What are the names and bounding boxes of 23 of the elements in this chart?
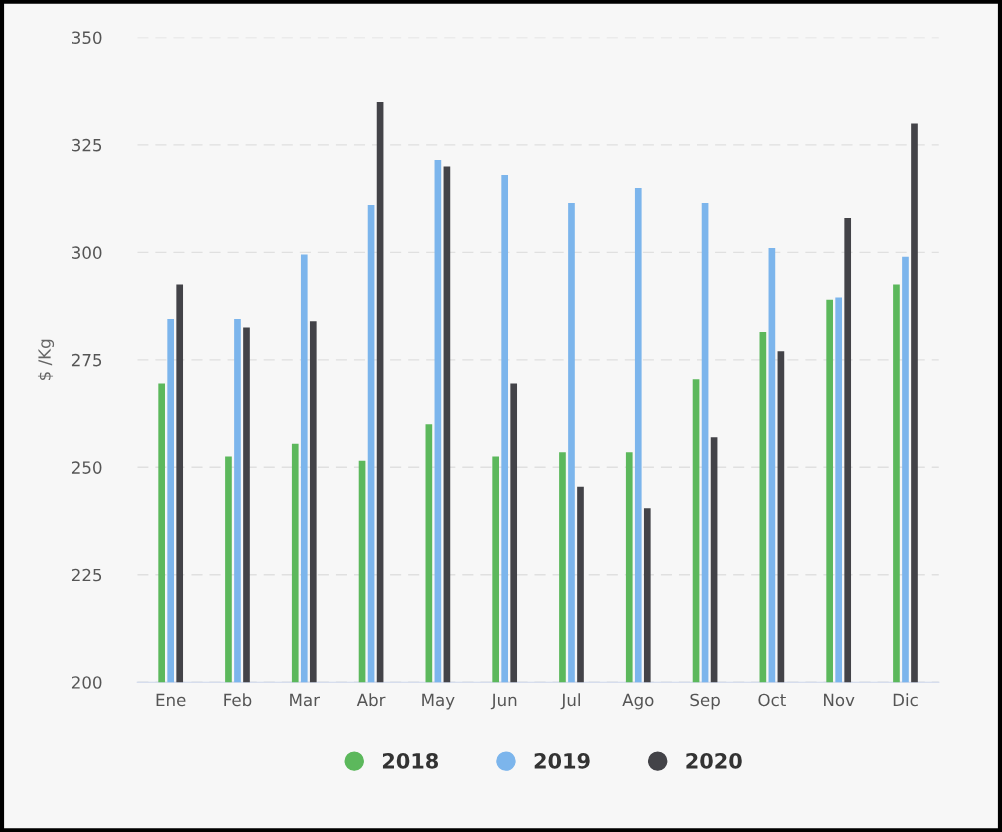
y-tick-label: 250 [71, 461, 102, 474]
x-tick-label: Oct [758, 693, 786, 707]
x-tick-label: Abr [356, 693, 386, 707]
y-axis-title: $ /Kg [37, 339, 55, 380]
legend-label: 2020 [686, 752, 742, 769]
y-tick-label: 275 [71, 353, 102, 367]
x-tick-label: Sep [690, 693, 720, 710]
x-tick-label: Ene [156, 693, 186, 707]
x-tick-label: Mar [290, 693, 320, 707]
y-tick-label: 300 [72, 246, 102, 259]
x-tick-label: Ago [622, 693, 654, 710]
legend-label: 2018 [382, 752, 438, 769]
y-tick-label: 225 [71, 568, 102, 582]
x-tick-label: May [422, 693, 455, 710]
x-tick-label: Feb [224, 693, 252, 707]
y-tick-label: 350 [72, 31, 102, 45]
x-tick-label: Jun [490, 693, 517, 710]
legend-label: 2019 [534, 752, 590, 769]
x-tick-label: Jul [560, 693, 580, 710]
x-tick-label: Nov [824, 693, 855, 707]
y-tick-label: 200 [71, 676, 102, 689]
x-tick-label: Dic [893, 693, 918, 707]
y-tick-label: 325 [72, 138, 102, 152]
